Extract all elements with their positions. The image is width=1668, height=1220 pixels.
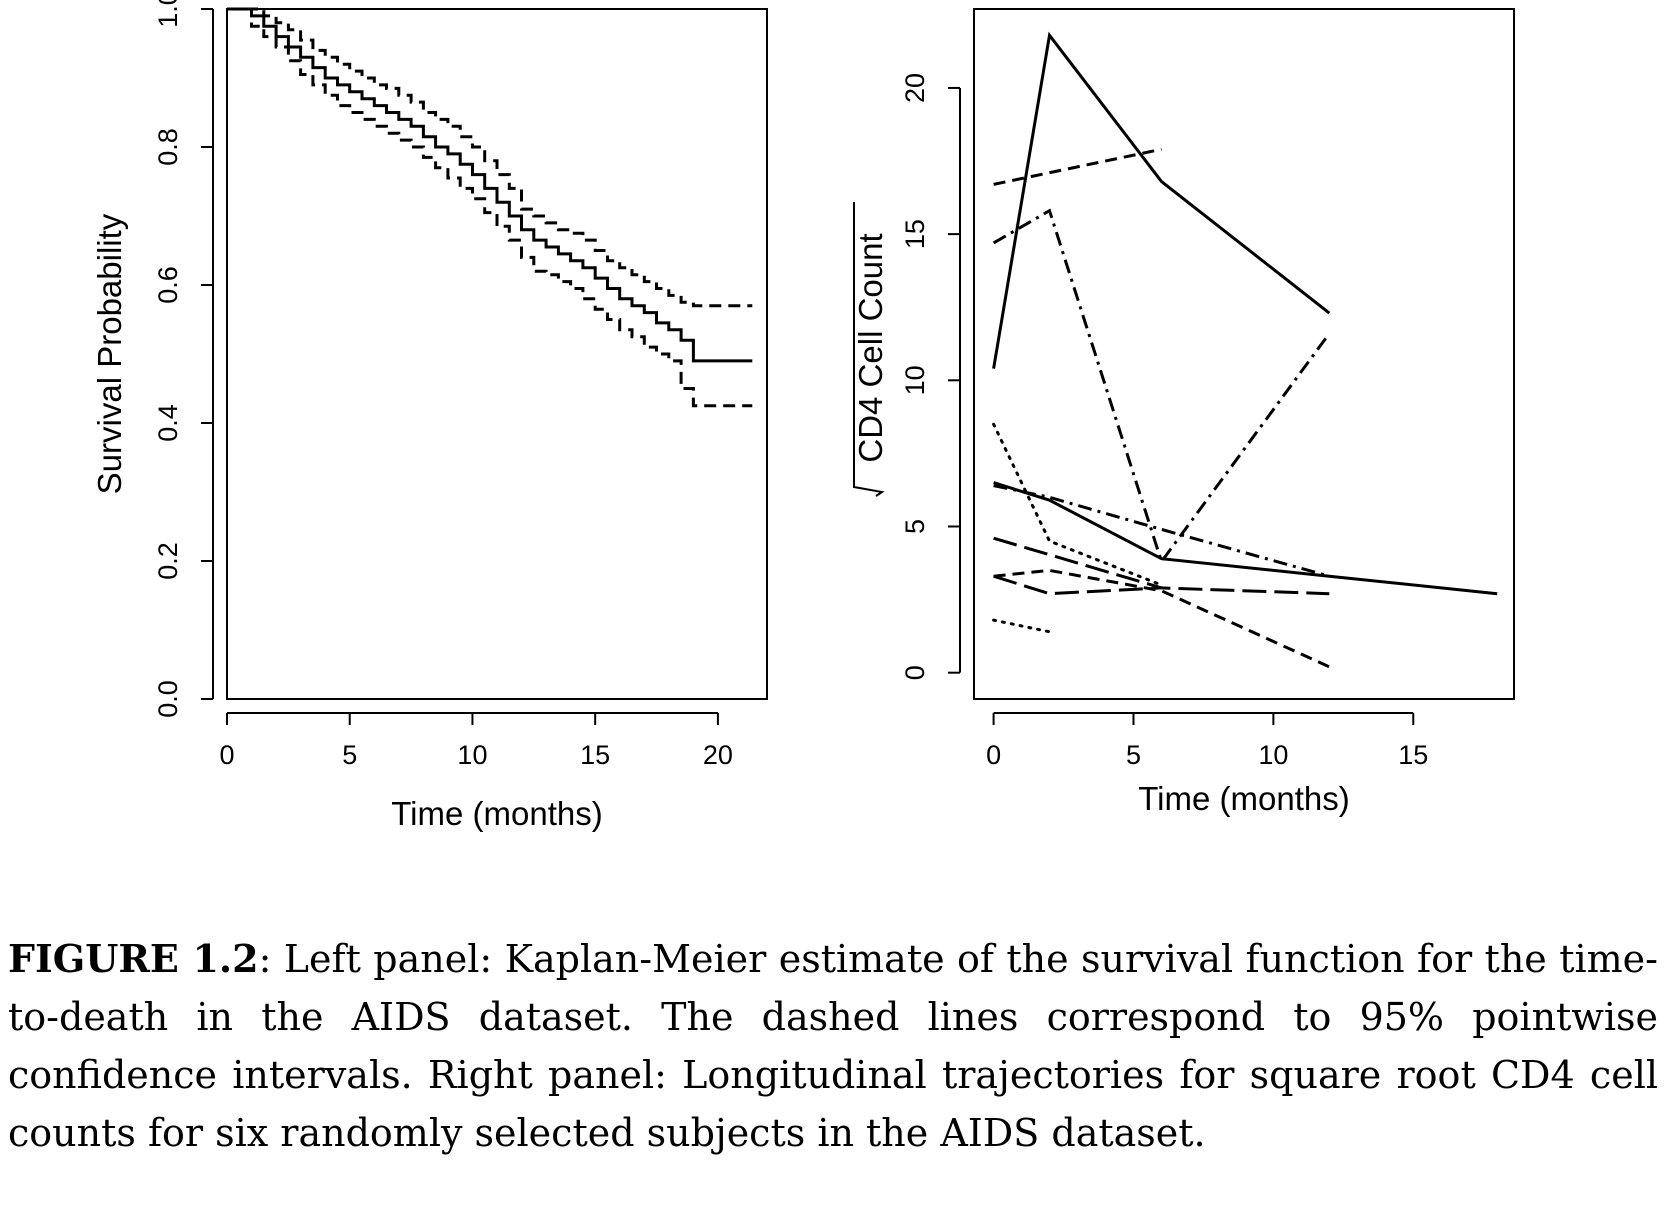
right-y-axis-title-group: CD4 Cell Count [852,202,889,497]
right-series-line-dashed [993,147,1162,186]
left-x-tick-label: 10 [457,740,487,770]
right-y-axis: 0 5 10 15 20 [900,73,961,680]
left-x-tick-label: 5 [342,740,357,770]
left-x-tick-label: 0 [219,740,234,770]
left-y-tick-label: 0.8 [153,128,183,166]
square-root-sign-icon [853,202,885,497]
left-x-axis-title: Time (months) [391,795,602,832]
right-x-tick-label: 15 [1398,740,1428,770]
left-y-tick-label: 1.0 [153,0,183,28]
left-y-axis-title: Survival Probability [91,213,128,494]
left-series-line-dashed [227,7,753,308]
right-plot-lines [992,31,1498,669]
left-plot-frame [226,8,768,700]
caption-text: : Left panel: Kaplan-Meier estimate of t… [8,937,1658,1155]
right-series-line-dotted [992,422,1163,587]
right-series-line-solid [993,481,1498,596]
left-panel-survival-plot: 0 5 10 15 20 0.0 0.2 0.4 0.6 0.8 1.0 Time (months… [91,0,768,832]
figure-label: FIGURE 1.2 [8,936,259,981]
left-series-line-solid [227,7,753,363]
right-series-line-longdash [993,536,1330,596]
right-x-tick-label: 0 [986,740,1001,770]
figure-caption: FIGURE 1.2: Left panel: Kaplan-Meier est… [8,930,1658,1162]
left-x-tick-label: 20 [703,740,733,770]
right-series-line-dotted [992,618,1051,634]
left-y-tick-label: 0.0 [153,680,183,718]
right-x-tick-label: 5 [1126,740,1141,770]
left-y-axis: 0.0 0.2 0.4 0.6 0.8 1.0 [153,0,214,718]
right-series-line-dashdot [992,208,1331,565]
right-y-tick-label: 5 [900,519,930,534]
right-series-line-solid [992,31,1331,369]
left-x-tick-label: 15 [580,740,610,770]
right-y-tick-label: 15 [900,219,930,249]
right-series-line-longdash [993,574,1162,596]
left-x-axis: 0 5 10 15 20 [219,712,733,770]
right-y-axis-title: CD4 Cell Count [852,233,889,462]
left-series-line-dashed [227,7,753,408]
right-x-axis: 0 5 10 15 [986,712,1428,770]
right-y-tick-label: 0 [900,665,930,680]
right-y-tick-label: 20 [900,73,930,103]
right-plot-frame [973,8,1515,700]
right-x-tick-label: 10 [1258,740,1288,770]
right-x-axis-title: Time (months) [1138,780,1349,817]
left-y-tick-label: 0.6 [153,266,183,304]
left-y-tick-label: 0.4 [153,404,183,442]
left-y-tick-label: 0.2 [153,542,183,580]
right-panel-cd4-trajectories: 0 5 10 15 0 5 10 15 20 Time (months) CD4 Cell C… [852,8,1515,817]
right-y-tick-label: 10 [900,365,930,395]
right-series-line-dashed [993,568,1330,669]
left-plot-lines [227,7,753,408]
figure-panels: 0 5 10 15 20 0.0 0.2 0.4 0.6 0.8 1.0 Time (months… [91,0,1515,832]
